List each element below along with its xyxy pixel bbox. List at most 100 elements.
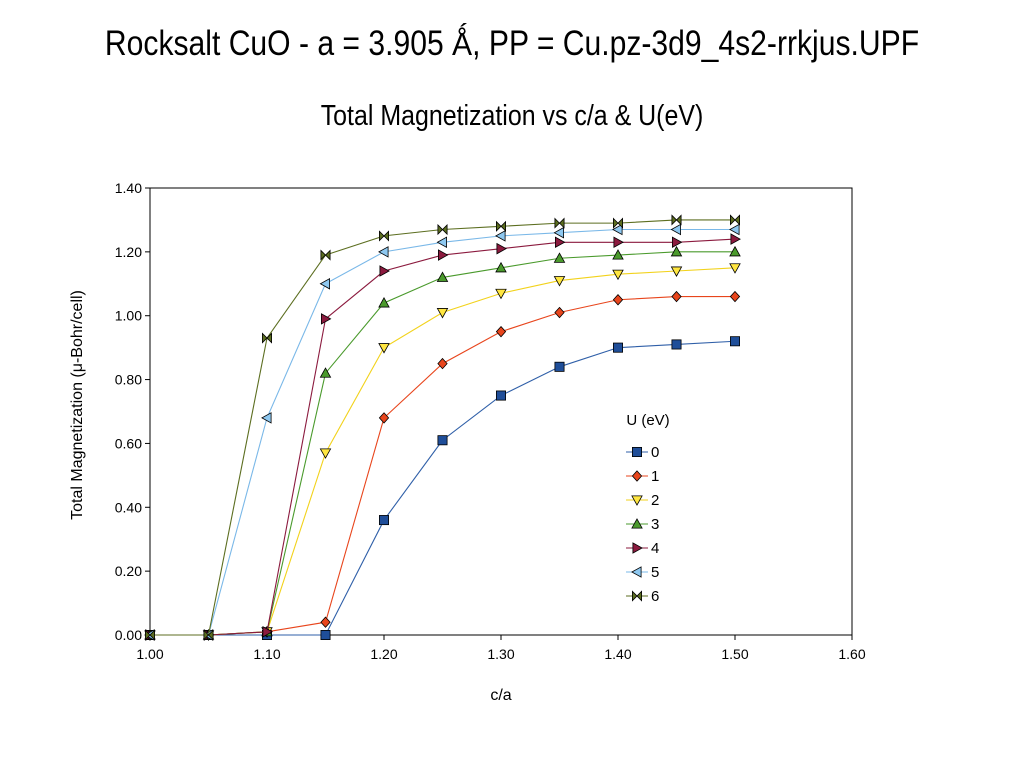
data-point [730, 336, 741, 347]
page-title: Rocksalt CuO - a = 3.905 Ǻ, PP = Cu.pz-3… [104, 24, 920, 63]
legend-marker [632, 446, 643, 457]
legend: U (eV) 0 1 2 3 4 5 6 [626, 412, 670, 605]
data-point [378, 230, 390, 242]
x-axis-label: c/a [490, 687, 511, 704]
legend-item: 2 [626, 492, 659, 509]
data-point [203, 629, 214, 641]
data-point [613, 236, 624, 249]
data-point [495, 288, 507, 300]
data-point [436, 236, 448, 249]
data-point [730, 214, 740, 226]
data-point [729, 245, 741, 257]
data-point [319, 367, 332, 378]
series-line [150, 267, 736, 636]
data-point [378, 412, 390, 424]
data-point [613, 342, 624, 353]
data-point [379, 265, 390, 277]
legend-label: 1 [651, 468, 659, 485]
data-point [378, 515, 389, 526]
y-tick-label: 1.00 [115, 308, 142, 324]
data-point [437, 223, 448, 236]
data-point [495, 325, 507, 338]
series-line [150, 296, 735, 636]
x-tick-label: 1.10 [253, 646, 280, 662]
data-point [612, 249, 624, 260]
data-point [378, 246, 389, 258]
x-tick-label: 1.00 [136, 646, 163, 662]
data-point [671, 290, 682, 303]
data-point [378, 297, 390, 308]
data-point [495, 261, 507, 273]
data-point [553, 276, 566, 287]
data-point [553, 252, 566, 263]
legend-label: 3 [651, 516, 659, 533]
data-point [437, 249, 449, 261]
y-tick-label: 1.40 [115, 180, 142, 196]
series-line [150, 228, 735, 636]
legend-item: 5 [626, 564, 659, 581]
data-point [319, 448, 332, 459]
series-6 [144, 214, 740, 641]
data-point [261, 412, 272, 424]
x-tick-label: 1.60 [838, 646, 865, 662]
data-point [495, 220, 507, 232]
legend-marker [631, 566, 642, 578]
data-point [496, 242, 507, 255]
data-point [436, 308, 449, 319]
data-point [320, 616, 331, 628]
x-tick-label: 1.50 [721, 646, 748, 662]
legend-item: 3 [626, 516, 659, 533]
y-tick-label: 1.20 [115, 244, 142, 260]
data-point [437, 357, 448, 370]
data-point [261, 332, 273, 344]
data-point [730, 233, 741, 245]
legend-label: 5 [651, 564, 659, 581]
x-tick-label: 1.30 [487, 646, 514, 662]
legend-marker [631, 495, 643, 506]
data-point [320, 313, 332, 325]
data-point [436, 271, 449, 282]
y-tick-label: 0.00 [115, 627, 142, 643]
data-point [262, 626, 273, 638]
legend-marker [632, 590, 642, 602]
data-point [495, 390, 506, 401]
data-point [554, 217, 565, 229]
data-point [554, 361, 565, 372]
legend-item: 1 [626, 468, 659, 485]
data-point [378, 343, 390, 354]
data-point [670, 223, 681, 236]
legend-marker [632, 542, 643, 554]
legend-item: 0 [626, 444, 659, 461]
y-axis-label: Total Magnetization (μ-Bohr/cell) [69, 290, 86, 520]
chart-title: Total Magnetization vs c/a & U(eV) [320, 100, 704, 132]
data-point [612, 269, 624, 281]
data-point [495, 230, 506, 242]
series-layer [144, 214, 741, 641]
data-point [554, 306, 565, 319]
legend-title: U (eV) [626, 412, 669, 429]
data-point [670, 245, 683, 257]
x-tick-label: 1.20 [370, 646, 397, 662]
data-point [671, 339, 682, 350]
data-point [729, 263, 741, 274]
data-point [553, 226, 564, 239]
data-point [320, 249, 331, 261]
data-point [670, 266, 683, 277]
data-point [437, 435, 448, 446]
legend-marker [631, 470, 643, 482]
legend-item: 6 [626, 588, 659, 605]
data-point [612, 294, 624, 306]
legend-label: 4 [651, 540, 659, 557]
x-tick-label: 1.40 [604, 646, 631, 662]
legend-label: 2 [651, 492, 659, 509]
data-point [144, 629, 156, 641]
data-point [729, 223, 740, 236]
data-point [319, 278, 331, 290]
y-tick-label: 0.40 [115, 499, 142, 515]
y-tick-label: 0.60 [115, 435, 142, 451]
series-5 [144, 223, 740, 641]
axes: 1.00 1.10 1.20 1.30 1.40 1.50 1.60 0.00 0.20 0.40… [115, 180, 866, 662]
y-tick-label: 0.80 [115, 372, 142, 388]
data-point [612, 223, 623, 236]
